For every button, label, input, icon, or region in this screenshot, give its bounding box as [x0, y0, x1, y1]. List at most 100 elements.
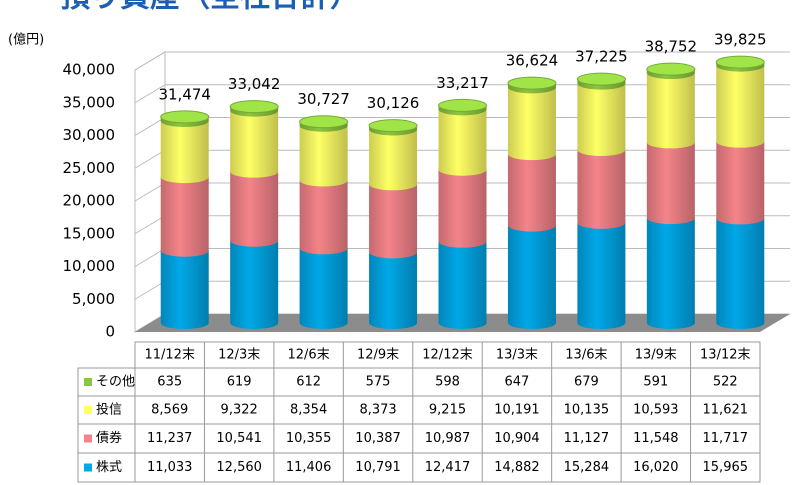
- bar-segment: [646, 136, 695, 225]
- bar-top: [299, 115, 349, 129]
- table-cell: 9,215: [429, 403, 466, 418]
- x-tick-label: 11/12末: [144, 348, 194, 363]
- x-tick-label: 12/3末: [218, 348, 260, 363]
- bar-top: [438, 98, 487, 112]
- bar-segment: [160, 115, 209, 184]
- table-cell: 10,135: [564, 403, 610, 418]
- legend-swatch: [84, 463, 92, 472]
- y-tick-label: 20,000: [63, 192, 116, 210]
- bar-segment: [507, 148, 556, 232]
- bar-segment: [577, 77, 626, 157]
- bar-segment: [716, 135, 765, 225]
- table-cell: 12,417: [425, 460, 471, 475]
- legend-label: 株式: [96, 460, 122, 475]
- total-label: 30,727: [297, 90, 350, 108]
- bar-segment: [438, 163, 487, 248]
- total-label: 33,217: [436, 74, 489, 92]
- table-cell: 10,987: [425, 431, 471, 446]
- y-tick-label: 30,000: [63, 126, 116, 144]
- x-tick-label: 13/6末: [565, 348, 607, 363]
- legend-label: 債券: [96, 430, 122, 446]
- total-label: 39,825: [714, 31, 767, 49]
- table-cell: 11,717: [703, 431, 749, 446]
- x-tick-label: 12/6末: [288, 348, 330, 363]
- bar-top: [576, 72, 626, 86]
- bar-segment: [577, 144, 626, 229]
- y-tick-label: 10,000: [63, 257, 116, 275]
- x-tick-label: 12/12末: [422, 348, 472, 363]
- legend-swatch: [84, 378, 92, 386]
- x-tick-label: 13/9末: [635, 348, 677, 363]
- bar-segment: [438, 235, 487, 329]
- table-cell: 10,191: [494, 403, 540, 418]
- bar-segment: [299, 174, 348, 255]
- table-cell: 9,322: [221, 403, 258, 418]
- legend-swatch: [84, 406, 92, 414]
- table-cell: 8,569: [151, 403, 188, 418]
- bar-segment: [369, 123, 418, 191]
- bar-top: [368, 119, 418, 133]
- total-label: 36,624: [506, 52, 559, 70]
- bar-segment: [438, 103, 487, 176]
- table-cell: 619: [227, 375, 252, 390]
- bar-segment: [646, 67, 695, 149]
- table-cell: 612: [296, 375, 321, 390]
- table-cell: 679: [574, 375, 599, 390]
- bar-segment: [369, 178, 418, 259]
- legend-label: その他: [96, 375, 135, 390]
- total-label: 33,042: [228, 75, 281, 93]
- table-cell: 10,355: [286, 431, 332, 446]
- bar-top: [715, 55, 765, 69]
- table-cell: 8,373: [359, 403, 396, 418]
- table-cell: 647: [505, 375, 530, 390]
- table-cell: 10,904: [494, 431, 540, 446]
- table-cell: 11,406: [286, 460, 332, 475]
- chart-title: 預り資産（全社合計）: [60, 0, 360, 15]
- table-cell: 598: [435, 375, 460, 390]
- table-cell: 11,237: [147, 431, 193, 446]
- y-tick-label: 25,000: [63, 159, 116, 177]
- grid-line: [134, 51, 790, 71]
- bar-segment: [160, 171, 209, 257]
- y-tick-label: 0: [105, 323, 115, 341]
- bar-segment: [299, 119, 348, 187]
- y-tick-label: 35,000: [63, 93, 116, 111]
- legend-label: 投信: [96, 402, 122, 418]
- bar-segment: [507, 219, 556, 329]
- y-tick-label: 15,000: [63, 224, 116, 242]
- table-cell: 8,354: [290, 403, 327, 418]
- bar-segment: [646, 212, 695, 329]
- bar-segment: [230, 234, 279, 329]
- table-cell: 11,548: [633, 431, 679, 446]
- table-cell: 14,882: [494, 460, 540, 475]
- table-cell: 11,127: [564, 431, 610, 446]
- total-label: 37,225: [575, 48, 628, 66]
- table-cell: 10,593: [633, 403, 679, 418]
- y-axis-label: (億円): [8, 32, 44, 48]
- bar-segment: [716, 212, 765, 329]
- table-cell: 11,033: [147, 460, 193, 475]
- table-cell: 15,284: [564, 460, 610, 475]
- table-cell: 10,387: [355, 431, 401, 446]
- y-tick-label: 5,000: [72, 290, 115, 308]
- bar-segment: [507, 81, 556, 161]
- legend-swatch: [84, 434, 92, 443]
- total-label: 31,474: [158, 85, 211, 103]
- table-cell: 10,791: [355, 460, 401, 475]
- x-tick-label: 13/12末: [700, 348, 750, 363]
- table-cell: 10,541: [216, 431, 262, 446]
- table-cell: 522: [713, 375, 738, 390]
- table-cell: 575: [366, 375, 391, 390]
- table-cell: 15,965: [703, 460, 749, 475]
- total-label: 38,752: [645, 38, 698, 56]
- bar-top: [646, 62, 696, 76]
- bar-segment: [299, 242, 348, 329]
- total-label: 30,126: [367, 94, 420, 112]
- bar-top: [160, 110, 210, 124]
- x-tick-label: 13/3末: [496, 348, 538, 363]
- table-cell: 16,020: [633, 460, 679, 475]
- bar-top: [507, 76, 557, 90]
- bar-segment: [230, 104, 279, 178]
- table-cell: 12,560: [216, 460, 262, 475]
